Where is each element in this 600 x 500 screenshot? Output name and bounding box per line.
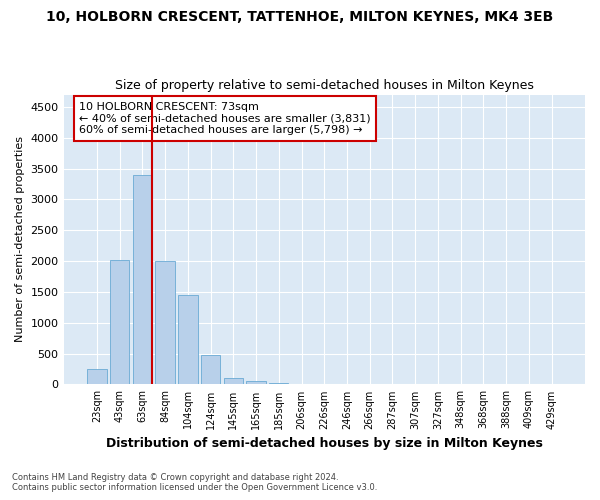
Y-axis label: Number of semi-detached properties: Number of semi-detached properties: [15, 136, 25, 342]
Bar: [247, 381, 266, 384]
Bar: [87, 369, 107, 384]
Bar: [224, 378, 243, 384]
X-axis label: Distribution of semi-detached houses by size in Milton Keynes: Distribution of semi-detached houses by …: [106, 437, 543, 450]
Bar: [155, 261, 175, 384]
Text: Contains HM Land Registry data © Crown copyright and database right 2024.
Contai: Contains HM Land Registry data © Crown c…: [12, 473, 377, 492]
Text: 10 HOLBORN CRESCENT: 73sqm
← 40% of semi-detached houses are smaller (3,831)
60%: 10 HOLBORN CRESCENT: 73sqm ← 40% of semi…: [79, 102, 371, 135]
Bar: [178, 295, 197, 384]
Bar: [133, 176, 152, 384]
Bar: [110, 260, 130, 384]
Bar: [201, 355, 220, 384]
Bar: [269, 382, 289, 384]
Title: Size of property relative to semi-detached houses in Milton Keynes: Size of property relative to semi-detach…: [115, 79, 534, 92]
Text: 10, HOLBORN CRESCENT, TATTENHOE, MILTON KEYNES, MK4 3EB: 10, HOLBORN CRESCENT, TATTENHOE, MILTON …: [46, 10, 554, 24]
